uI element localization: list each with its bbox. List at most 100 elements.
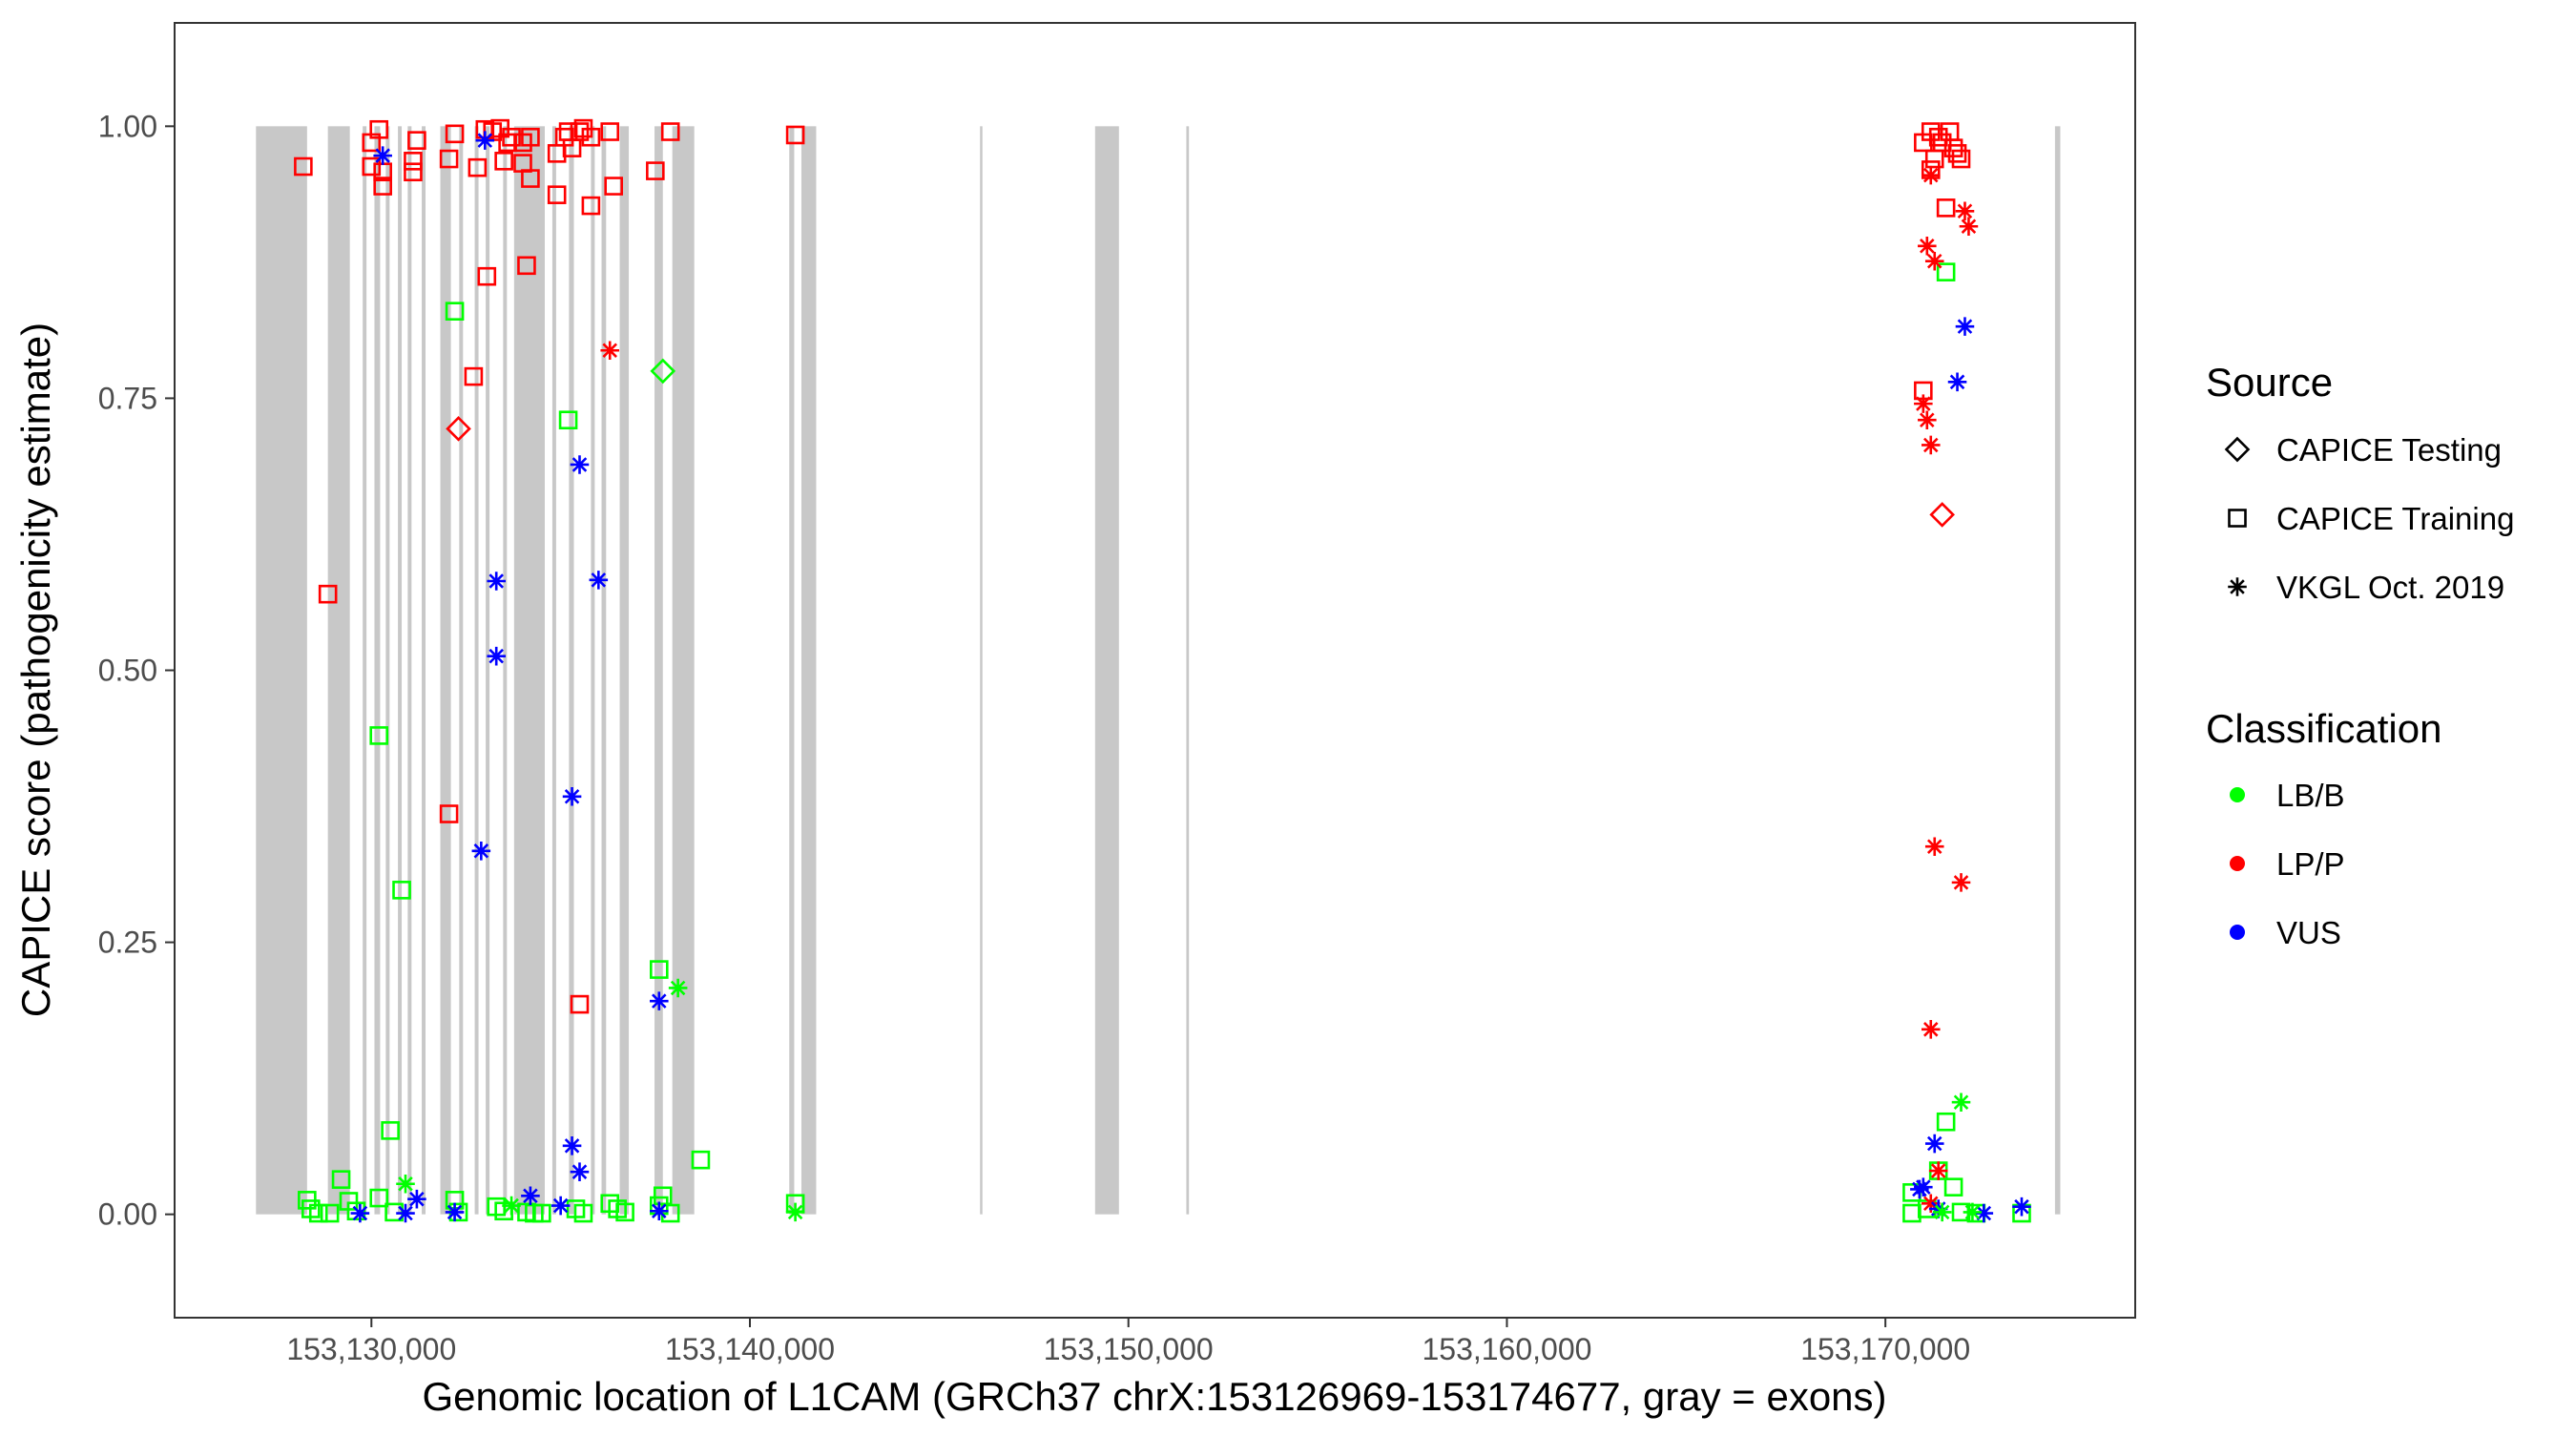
data-point: [570, 122, 590, 141]
data-point: [381, 1121, 400, 1140]
data-point: [570, 994, 590, 1014]
exon-band: [980, 126, 983, 1215]
data-point: [532, 1203, 551, 1223]
data-point: [1924, 251, 1944, 271]
data-point: [439, 804, 459, 823]
data-point: [558, 410, 578, 430]
data-point: [1924, 837, 1944, 857]
data-point: [445, 1202, 465, 1222]
legend-source-key: [2228, 509, 2247, 528]
data-point: [521, 127, 540, 147]
data-point: [1951, 873, 1971, 892]
data-point: [439, 149, 459, 169]
exon-band: [407, 126, 412, 1215]
exon-band: [551, 126, 556, 1215]
data-point: [464, 366, 484, 386]
legend-classification-key: [2230, 787, 2245, 802]
exon-band: [601, 126, 607, 1215]
data-point: [373, 146, 392, 165]
legend-classification-label: LB/B: [2276, 778, 2345, 813]
exon-band: [385, 126, 390, 1215]
data-point: [650, 358, 676, 385]
data-point: [1959, 217, 1979, 237]
data-point: [445, 302, 465, 321]
data-point: [1928, 127, 1948, 147]
data-points: [294, 118, 2031, 1223]
data-point: [1955, 201, 1975, 221]
data-point: [2012, 1197, 2031, 1217]
exon-band: [1094, 126, 1119, 1215]
data-point: [1902, 1203, 1922, 1223]
y-axis: 0.00 0.25 0.50 0.75 1.00: [98, 109, 175, 1232]
data-point: [785, 1202, 805, 1222]
legend-source-key: [2224, 436, 2251, 463]
data-point: [650, 991, 669, 1010]
data-point: [1924, 1134, 1944, 1154]
data-point: [668, 978, 688, 998]
exon-band: [440, 126, 451, 1215]
exon-band: [591, 126, 595, 1215]
x-tick-label: 153,130,000: [286, 1332, 456, 1366]
exon-band: [513, 126, 545, 1215]
data-point: [1914, 394, 1933, 413]
data-point: [581, 196, 601, 216]
exon-band: [459, 126, 464, 1215]
exon-bands: [256, 126, 2061, 1215]
exon-band: [503, 126, 508, 1215]
data-point: [1922, 1194, 1941, 1214]
exon-band: [654, 126, 663, 1215]
data-point: [407, 131, 426, 150]
exon-band: [363, 126, 367, 1215]
data-point: [1922, 1020, 1941, 1039]
data-point: [1922, 435, 1941, 455]
legend-source: Source CAPICE Testing CAPICE Training VKGL…: [2206, 360, 2514, 605]
legend-classification-title: Classification: [2206, 706, 2441, 751]
legend-classification-label: LP/P: [2276, 846, 2345, 882]
data-point: [404, 152, 423, 171]
data-point: [369, 726, 389, 745]
exon-band: [2054, 126, 2061, 1215]
data-point: [369, 1188, 389, 1208]
data-point: [346, 1201, 366, 1221]
data-point: [392, 881, 411, 900]
data-point: [1928, 1161, 1948, 1180]
data-point: [547, 144, 567, 163]
legend-classification: Classification LB/B LP/P VUS: [2206, 706, 2441, 950]
data-point: [1922, 165, 1941, 185]
data-point: [1932, 1202, 1952, 1222]
data-point: [487, 572, 506, 591]
data-point: [600, 122, 620, 141]
data-point: [570, 455, 590, 474]
data-point: [1951, 1093, 1971, 1112]
data-point: [551, 1196, 571, 1216]
data-point: [573, 1203, 593, 1223]
data-point: [350, 1203, 370, 1223]
data-point: [1947, 144, 1967, 163]
data-point: [517, 256, 536, 276]
legend-source-key: [2228, 577, 2247, 596]
data-point: [369, 119, 389, 139]
data-point: [404, 162, 423, 182]
data-point: [494, 152, 513, 171]
legend-classification-key: [2230, 925, 2245, 940]
data-point: [589, 571, 609, 590]
data-point: [1963, 1202, 1983, 1222]
legend-classification-label: VUS: [2276, 915, 2341, 950]
exon-band: [474, 126, 479, 1215]
x-axis-title: Genomic location of L1CAM (GRCh37 chrX:1…: [422, 1374, 1886, 1419]
legend-source-title: Source: [2206, 360, 2333, 405]
data-point: [446, 416, 471, 442]
exon-band: [327, 126, 350, 1215]
y-tick-label: 0.50: [98, 654, 157, 688]
data-point: [660, 122, 680, 141]
data-point: [407, 1189, 426, 1209]
data-point: [600, 341, 620, 361]
exon-band: [800, 126, 817, 1215]
data-point: [785, 125, 805, 145]
x-tick-label: 153,160,000: [1422, 1332, 1591, 1366]
legend-classification-key: [2230, 856, 2245, 871]
y-axis-title: CAPICE score (pathogenicity estimate): [13, 323, 58, 1017]
x-tick-label: 153,150,000: [1044, 1332, 1214, 1366]
data-point: [1910, 1179, 1929, 1199]
